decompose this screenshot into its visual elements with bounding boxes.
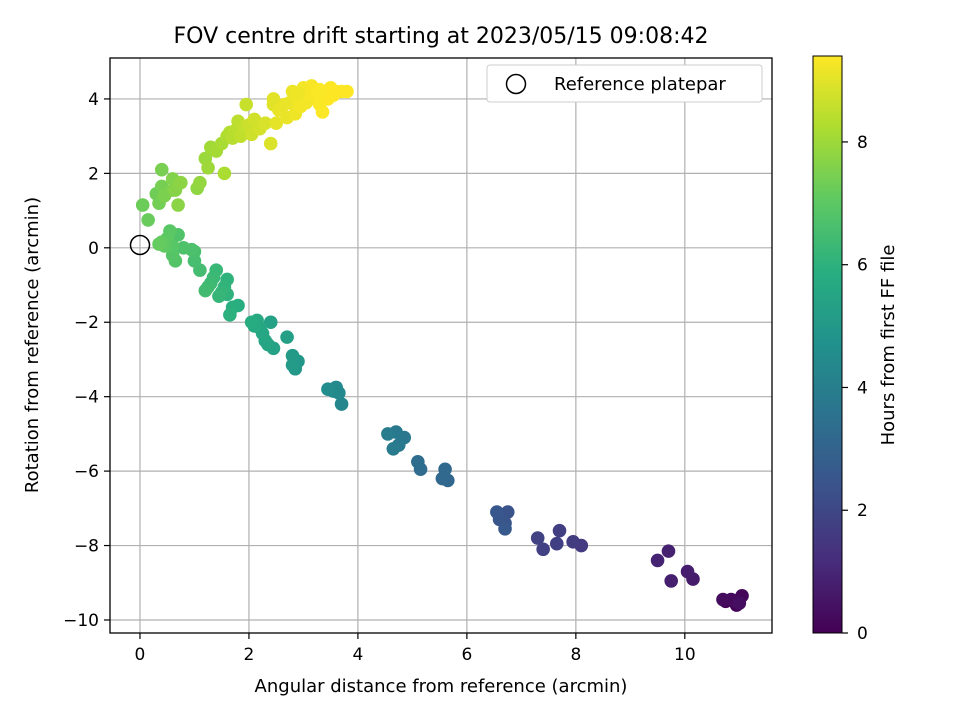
data-point xyxy=(536,542,550,557)
x-tick-label: 6 xyxy=(461,645,472,665)
y-tick-label: −8 xyxy=(74,537,99,557)
data-point xyxy=(258,116,273,130)
data-point xyxy=(530,531,545,545)
data-point xyxy=(193,175,207,190)
x-axis-label: Angular distance from reference (arcmin) xyxy=(255,676,628,697)
colorbar-tick-label: 6 xyxy=(857,256,868,276)
x-tick-label: 4 xyxy=(352,645,363,665)
x-tick-label: 8 xyxy=(570,645,581,665)
data-point xyxy=(263,315,278,330)
data-point xyxy=(566,535,580,549)
data-point xyxy=(312,82,327,97)
data-point xyxy=(266,92,281,106)
data-point xyxy=(498,521,512,536)
data-point xyxy=(411,455,425,469)
data-point xyxy=(386,441,401,456)
data-point xyxy=(315,105,330,119)
legend: Reference platepar xyxy=(486,64,763,103)
colorbar-gradient xyxy=(812,55,843,634)
data-point xyxy=(152,237,166,251)
data-point xyxy=(223,307,237,322)
chart-title: FOV centre drift starting at 2023/05/15 … xyxy=(174,24,709,49)
data-point xyxy=(141,213,155,227)
data-point xyxy=(381,427,395,441)
data-point xyxy=(285,348,300,363)
colorbar-tick-label: 8 xyxy=(857,133,868,153)
y-tick-label: −2 xyxy=(74,313,99,333)
y-axis-label: Rotation from reference (arcmin) xyxy=(22,197,43,493)
data-point xyxy=(664,574,679,588)
y-tick-label: 2 xyxy=(88,164,99,184)
colorbar: 0 2 4 6 8 Hours from first FF file xyxy=(812,55,899,644)
colorbar-tick-label: 0 xyxy=(857,624,868,644)
colorbar-tick-label: 4 xyxy=(857,378,868,398)
y-axis-ticks: −10 −8 −6 −4 −2 0 2 4 xyxy=(63,90,110,631)
data-point xyxy=(435,471,450,486)
data-point xyxy=(171,198,185,212)
data-points xyxy=(135,79,749,612)
y-tick-label: −4 xyxy=(74,388,99,408)
x-tick-label: 10 xyxy=(674,645,696,665)
data-point xyxy=(187,254,202,268)
legend-box xyxy=(486,64,763,103)
data-point xyxy=(661,544,676,558)
x-tick-label: 2 xyxy=(244,645,255,665)
data-point xyxy=(263,136,278,151)
colorbar-label: Hours from first FF file xyxy=(878,245,899,446)
data-point xyxy=(176,241,191,255)
y-tick-label: −6 xyxy=(74,462,99,482)
data-point xyxy=(680,564,695,579)
data-point xyxy=(280,330,294,344)
legend-label: Reference platepar xyxy=(554,74,726,95)
y-tick-label: −10 xyxy=(63,611,99,631)
data-point xyxy=(217,166,232,181)
data-point xyxy=(716,592,730,607)
data-point xyxy=(244,315,259,330)
colorbar-ticks: 0 2 4 6 8 xyxy=(842,133,868,644)
data-point xyxy=(174,175,188,190)
legend-marker-icon xyxy=(505,73,527,95)
data-point xyxy=(321,382,335,397)
data-point xyxy=(269,116,283,130)
data-point xyxy=(549,536,564,551)
data-point xyxy=(650,553,665,568)
data-point xyxy=(732,596,747,611)
y-tick-label: 4 xyxy=(88,90,99,110)
data-point xyxy=(201,160,215,175)
data-point xyxy=(154,162,169,177)
data-point xyxy=(291,86,305,101)
data-point xyxy=(239,97,254,112)
data-point xyxy=(490,505,504,519)
colorbar-tick-label: 2 xyxy=(857,501,868,521)
data-point xyxy=(135,198,150,212)
data-point xyxy=(277,97,292,112)
x-axis-ticks: 0 2 4 6 8 10 xyxy=(135,633,696,665)
data-point xyxy=(212,289,226,303)
y-tick-label: 0 xyxy=(88,239,99,259)
reference-marker xyxy=(129,234,151,256)
data-point xyxy=(552,523,567,538)
data-point xyxy=(334,397,349,411)
x-tick-label: 0 xyxy=(135,645,146,665)
data-point xyxy=(165,248,180,263)
plot-frame xyxy=(109,57,773,634)
data-point xyxy=(340,84,354,99)
data-point xyxy=(285,358,300,372)
data-point xyxy=(198,283,213,298)
